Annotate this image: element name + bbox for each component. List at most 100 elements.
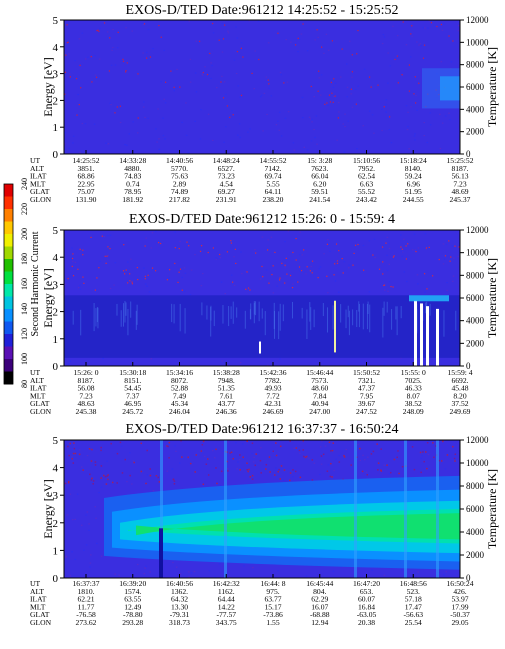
spike-line [426,306,429,366]
spike-line [436,308,439,366]
ephemeris-cell: 16:39:20 [119,579,146,588]
ephemeris-cell: 14:33:28 [119,156,146,165]
y-axis-label: Energy [eV] [41,57,55,116]
ephemeris-cell: 243.42 [356,195,377,204]
spectrogram [64,230,460,366]
ephemeris-cell: 14.22 [218,602,235,611]
ephemeris-cell: 14:55:52 [259,156,286,165]
y-right-tick-label: 2000 [466,550,485,560]
y-tick-label: 2 [53,95,59,107]
ephemeris-row-label: ALT [30,587,44,596]
y-tick-label: 1 [53,122,59,134]
ephemeris-row-label: ALT [30,376,44,385]
colorbar-tick-label: 160 [20,278,29,290]
y-tick-label: 0 [53,573,59,585]
ephemeris-cell: 131.90 [76,195,97,204]
ephemeris-cell: 804. [313,587,326,596]
ephemeris-cell: 13.30 [171,602,188,611]
spike-line [420,303,423,366]
ephemeris-cell: 15:55: 0 [401,368,426,377]
ephemeris-cell: 75.07 [77,187,94,196]
ephemeris-cell: 15:59: 4 [447,368,472,377]
ephemeris-cell: 14:40:56 [166,156,193,165]
ephemeris-cell: 7321. [358,376,375,385]
y-right-tick-label: 12000 [466,225,489,235]
ephemeris-cell: 318.73 [169,618,190,627]
ephemeris-cell: 7142. [264,164,281,173]
ephemeris-cell: 22.95 [77,179,94,188]
colorbar: 80 100 120 140 160 180 200 220 240 Second Harmoni… [3,178,41,388]
ephemeris-cell: 15.17 [264,602,281,611]
ephemeris-cell: 6.63 [360,179,373,188]
y-right-tick-label: 8000 [466,270,485,280]
ephemeris-cell: 7623. [311,164,328,173]
y-tick-label: 3 [53,279,59,291]
ephemeris-cell: 15:25:52 [446,156,473,165]
ephemeris-cell: 16:45:44 [306,579,333,588]
colorbar-tick-label: 80 [20,380,29,388]
ephemeris-cell: 59.24 [405,172,422,181]
panel-1: EXOS-D/TED Date:961212 14:25:52 - 15:25:… [30,3,499,204]
ephemeris-cell: 426. [453,587,466,596]
ephemeris-cell: 6.96 [407,179,420,188]
ephemeris-cell: 25.54 [405,618,422,627]
ephemeris-cell: 46.95 [124,399,141,408]
spike-line [334,300,336,353]
y-right-tick-label: 0 [466,573,471,583]
ephemeris-cell: 16:47:20 [353,579,380,588]
y-right-tick-label: 6000 [466,293,485,303]
y-right-axis-label: Temperature [K] [485,469,499,549]
ephemeris-cell: 8187. [77,376,94,385]
panel-title: EXOS-D/TED Date:961212 15:26: 0 - 15:59:… [129,212,395,227]
spike-line [414,300,417,366]
ephemeris-cell: 8.20 [453,391,466,400]
y-axis-label: Energy [eV] [41,479,55,538]
ephemeris-cell: 46.33 [405,384,422,393]
ephemeris-cell: 63.77 [264,595,281,604]
ephemeris-cell: -79.31 [170,610,190,619]
ephemeris-cell: -76.58 [76,610,96,619]
colorbar-swatch [4,221,13,235]
ephemeris-row-label: GLAT [30,399,50,408]
ephemeris-cell: 7952. [358,164,375,173]
ephemeris-cell: 8140. [405,164,422,173]
ephemeris-cell: 64.44 [218,595,235,604]
colorbar-swatch [4,309,13,322]
colorbar-tick-label: 240 [20,178,29,190]
ephemeris-cell: 64.11 [265,187,282,196]
ephemeris-cell: 45.34 [171,399,188,408]
ephemeris-cell: 60.07 [358,595,375,604]
ephemeris-cell: 247.52 [356,407,377,416]
colorbar-tick-label: 120 [20,328,29,340]
ephemeris-cell: 37.52 [451,399,468,408]
y-tick-label: 5 [53,15,59,27]
ephemeris-cell: 293.28 [122,618,143,627]
ephemeris-cell: 343.75 [216,618,237,627]
colorbar-swatch [4,209,13,222]
y-right-tick-label: 8000 [466,60,485,70]
colorbar-tick-label: 140 [20,303,29,315]
ephemeris-cell: -50.37 [450,610,470,619]
ephemeris-row-label: GLON [30,195,52,204]
y-tick-label: 1 [53,545,59,557]
ephemeris-cell: 248.09 [403,407,424,416]
ephemeris-cell: 653. [360,587,373,596]
panel-title: EXOS-D/TED Date:961212 14:25:52 - 15:25:… [126,3,399,18]
ephemeris-cell: 4.54 [220,179,233,188]
y-right-tick-label: 10000 [466,248,489,258]
y-tick-label: 2 [53,307,59,319]
ephemeris-cell: 16:44: 8 [260,579,285,588]
ephemeris-row-label: MLT [30,179,46,188]
ephemeris-cell: 66.04 [311,172,328,181]
ephemeris-row-label: ILAT [30,172,47,181]
ephemeris-cell: 63.55 [124,595,141,604]
ephemeris-cell: 3851. [77,164,94,173]
ephemeris-cell: 49.93 [264,384,281,393]
ephemeris-cell: 6.20 [313,179,326,188]
ephemeris-cell: 5770. [171,164,188,173]
y-tick-label: 5 [53,435,59,447]
spectrogram-background [64,20,460,154]
ephemeris-cell: 14:48:24 [213,156,240,165]
ephemeris-cell: 15:50:52 [353,368,380,377]
